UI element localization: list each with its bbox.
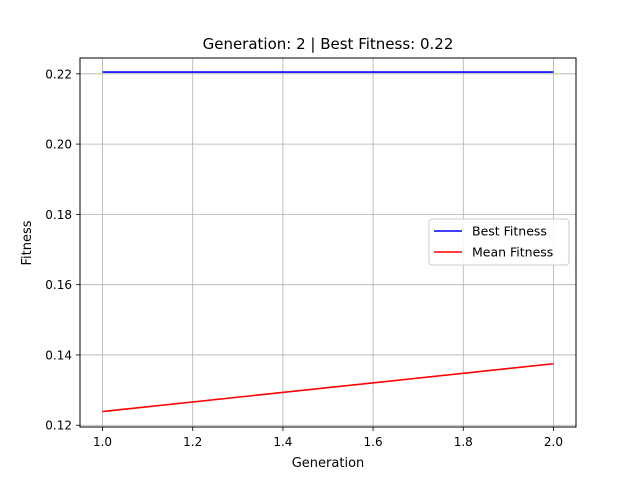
- x-tick-label: 1.8: [454, 435, 473, 449]
- x-axis-ticks: 1.0 1.2 1.4 1.6 1.8 2.0: [93, 427, 563, 449]
- plot-frame: [79, 57, 577, 428]
- legend: Best Fitness Mean Fitness: [428, 218, 570, 266]
- x-tick-label: 1.6: [364, 435, 383, 449]
- y-tick-label: 0.22: [45, 67, 72, 81]
- grid: [80, 58, 576, 427]
- x-tick-label: 2.0: [544, 435, 563, 449]
- y-tick-label: 0.14: [45, 348, 72, 362]
- x-tick-label: 1.4: [273, 435, 292, 449]
- x-tick-label: 1.0: [93, 435, 112, 449]
- legend-label: Mean Fitness: [472, 245, 553, 260]
- legend-label: Best Fitness: [472, 224, 547, 239]
- x-tick-label: 1.2: [183, 435, 202, 449]
- y-tick-label: 0.16: [45, 278, 72, 292]
- x-axis-label: Generation: [292, 456, 365, 471]
- y-tick-label: 0.18: [45, 208, 72, 222]
- chart-title: Generation: 2 | Best Fitness: 0.22: [203, 35, 454, 53]
- y-tick-label: 0.12: [45, 419, 72, 433]
- series-line-mean-fitness: [102, 362, 554, 413]
- y-axis-label: Fitness: [20, 220, 35, 265]
- series-lines: [102, 71, 554, 413]
- y-tick-label: 0.20: [45, 138, 72, 152]
- legend-box: [428, 218, 570, 266]
- y-axis-ticks: 0.12 0.14 0.16 0.18 0.20 0.22: [45, 67, 80, 433]
